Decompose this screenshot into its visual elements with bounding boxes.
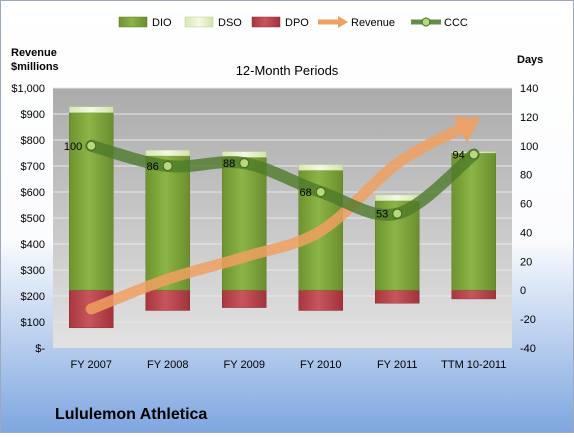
ccc-point bbox=[86, 140, 97, 151]
left-tick-label: $100 bbox=[21, 317, 45, 329]
chart-title: 12-Month Periods bbox=[236, 63, 339, 78]
dpo-bar bbox=[298, 289, 343, 311]
left-tick-label: $- bbox=[35, 343, 45, 355]
left-tick-label: $900 bbox=[21, 109, 45, 121]
right-tick-label: 40 bbox=[520, 227, 532, 239]
category-label: FY 2009 bbox=[224, 359, 265, 371]
ccc-layer: 100 86 88 68 53 94 bbox=[64, 139, 480, 221]
ccc-data-label: 68 bbox=[300, 187, 312, 199]
category-label: FY 2011 bbox=[377, 359, 418, 371]
legend-swatch-revenue-head bbox=[338, 16, 348, 28]
dpo-bar bbox=[222, 289, 267, 308]
right-tick-label: 0 bbox=[520, 285, 526, 297]
right-tick-label: 120 bbox=[520, 112, 538, 124]
right-tick-label: 20 bbox=[520, 256, 532, 268]
left-tick-label: $400 bbox=[21, 239, 45, 251]
ccc-point bbox=[239, 158, 250, 169]
right-axis-label: Days bbox=[517, 54, 543, 66]
revenue-layer bbox=[85, 116, 481, 315]
ccc-data-label: 94 bbox=[453, 149, 465, 161]
left-tick-label: $200 bbox=[21, 291, 45, 303]
category-label: FY 2007 bbox=[71, 359, 112, 371]
dpo-bar bbox=[451, 289, 496, 300]
legend-label-revenue: Revenue bbox=[351, 17, 395, 29]
left-tick-label: $1,000 bbox=[11, 83, 45, 95]
left-tick-label: $500 bbox=[21, 213, 45, 225]
left-tick-label: $700 bbox=[21, 161, 45, 173]
legend-swatch-dio bbox=[118, 16, 148, 28]
category-label: FY 2008 bbox=[147, 359, 188, 371]
ccc-point bbox=[392, 208, 403, 219]
ccc-data-label: 53 bbox=[376, 209, 388, 221]
revenue-arrowhead bbox=[452, 116, 481, 143]
dso-bar bbox=[69, 106, 114, 113]
revenue-line bbox=[85, 122, 467, 315]
category-label: FY 2010 bbox=[300, 359, 341, 371]
left-tick-label: $800 bbox=[21, 135, 45, 147]
left-axis-ticks: $- $100 $200 $300 $400 $500 $600 $700 $800 $900 $1… bbox=[11, 83, 45, 355]
right-tick-label: -20 bbox=[520, 314, 536, 326]
ccc-data-label: 100 bbox=[64, 141, 82, 153]
legend-label-ccc: CCC bbox=[444, 17, 468, 29]
right-tick-label: 100 bbox=[520, 141, 538, 153]
ccc-point bbox=[468, 149, 479, 160]
category-label: TTM 10-2011 bbox=[441, 359, 506, 371]
dio-bar bbox=[222, 157, 267, 291]
right-tick-label: 140 bbox=[520, 83, 538, 95]
dpo-bar bbox=[145, 289, 190, 311]
company-name: Lululemon Athletica bbox=[55, 406, 207, 423]
dio-bar bbox=[145, 155, 190, 291]
ccc-point bbox=[315, 187, 326, 197]
right-axis-ticks: -40 -20 0 20 40 60 80 100 120 140 bbox=[520, 83, 538, 355]
left-axis-label-line1: Revenue bbox=[11, 47, 57, 59]
right-tick-label: -40 bbox=[520, 343, 536, 355]
left-axis-label-line2: $millions bbox=[11, 61, 59, 73]
right-tick-label: 80 bbox=[520, 170, 532, 182]
left-tick-label: $300 bbox=[21, 265, 45, 277]
legend-label-dio: DIO bbox=[152, 17, 172, 29]
dso-bar bbox=[298, 164, 343, 171]
legend: DIO DSO DPO Revenue CCC bbox=[118, 16, 468, 29]
category-labels: FY 2007 FY 2008 FY 2009 FY 2010 FY 2011 TTM 1… bbox=[71, 359, 507, 371]
legend-label-dso: DSO bbox=[218, 17, 242, 29]
dso-bar bbox=[145, 149, 190, 157]
ccc-data-label: 86 bbox=[147, 161, 159, 173]
dio-bar bbox=[69, 112, 114, 291]
legend-swatch-dpo bbox=[251, 16, 281, 28]
ccc-data-label: 88 bbox=[223, 158, 235, 170]
ccc-point bbox=[162, 161, 173, 171]
right-tick-label: 60 bbox=[520, 199, 532, 211]
legend-swatch-ccc-dot bbox=[421, 17, 431, 27]
left-tick-label: $600 bbox=[21, 187, 45, 199]
legend-label-dpo: DPO bbox=[285, 17, 309, 29]
dpo-bar bbox=[375, 289, 420, 304]
legend-swatch-dso bbox=[184, 16, 214, 28]
